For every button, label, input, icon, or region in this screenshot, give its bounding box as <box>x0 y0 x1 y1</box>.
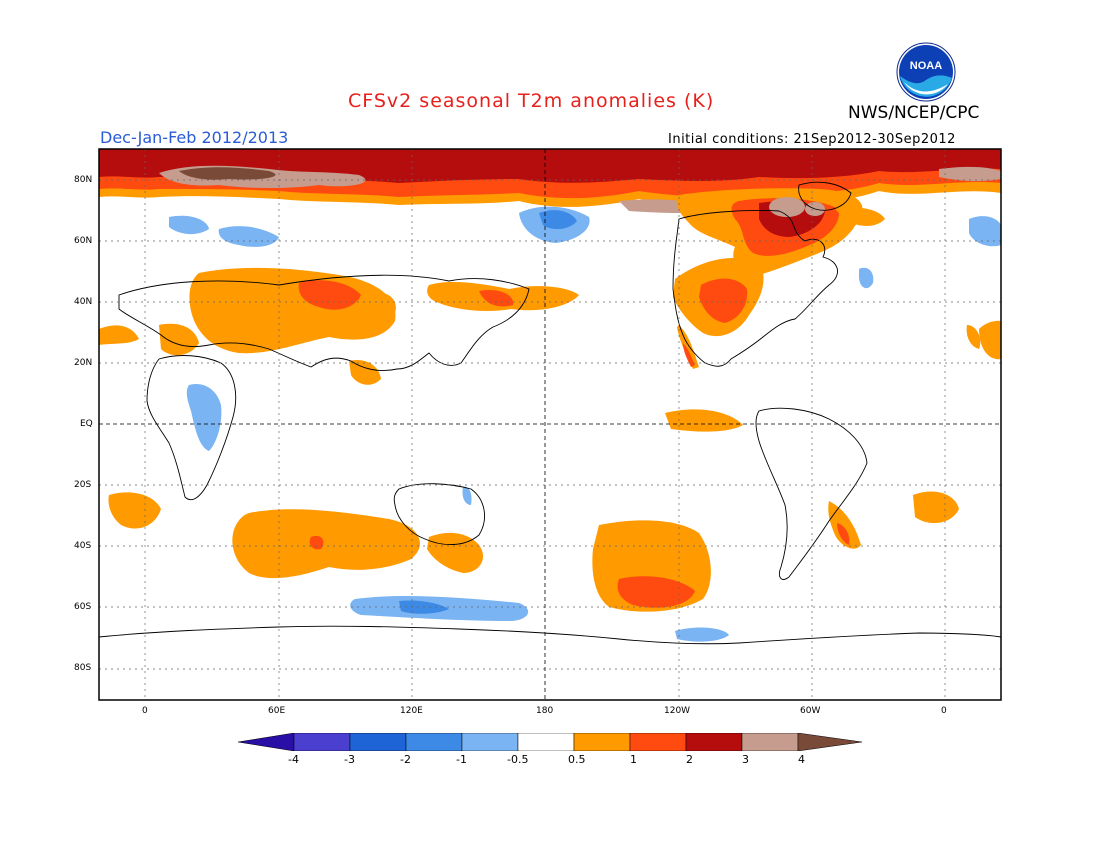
agency-label: NWS/NCEP/CPC <box>848 103 980 123</box>
lat-label: 20S <box>74 480 92 490</box>
noaa-logo: NOAA <box>896 42 956 102</box>
anomaly-map <box>98 148 1002 701</box>
colorbar-label: 1 <box>630 753 637 766</box>
lat-label: EQ <box>80 419 93 429</box>
lon-label: 60E <box>268 706 286 716</box>
colorbar-swatch <box>349 733 407 751</box>
colorbar-swatch <box>797 733 862 751</box>
colorbar-swatch <box>741 733 799 751</box>
map-frame <box>98 148 1002 701</box>
lon-label: 120W <box>664 706 691 716</box>
chart-title: CFSv2 seasonal T2m anomalies (K) <box>348 90 715 112</box>
colorbar-label: -0.5 <box>507 753 529 766</box>
initial-conditions-label: Initial conditions: 21Sep2012-30Sep2012 <box>668 132 956 147</box>
colorbar-label: 0.5 <box>568 753 586 766</box>
colorbar-swatch <box>573 733 631 751</box>
colorbar-label: 2 <box>686 753 693 766</box>
lat-label: 80N <box>74 175 93 185</box>
gridlines <box>99 149 1001 700</box>
cool-anomalies <box>169 206 1001 642</box>
lon-label: 0 <box>142 706 148 716</box>
lat-label: 20N <box>74 358 93 368</box>
season-label: Dec-Jan-Feb 2012/2013 <box>100 128 289 147</box>
colorbar-label: 3 <box>742 753 749 766</box>
colorbar-swatch <box>238 733 295 751</box>
southern-warm-anomalies <box>108 320 1001 612</box>
colorbar-swatch <box>461 733 519 751</box>
colorbar-label: -3 <box>344 753 355 766</box>
usa-warm-anomaly <box>673 257 764 369</box>
equator-dateline <box>99 149 1001 700</box>
lon-label: 180 <box>536 706 554 716</box>
lat-label: 80S <box>74 663 92 673</box>
lon-label: 60W <box>800 706 821 716</box>
colorbar-label: -1 <box>456 753 467 766</box>
lon-label: 0 <box>941 706 947 716</box>
eurasia-warm-anomaly <box>99 267 579 385</box>
colorbar-swatch <box>293 733 351 751</box>
lat-label: 40S <box>74 541 92 551</box>
logo-text: NOAA <box>910 60 942 72</box>
colorbar-swatch <box>517 733 575 751</box>
colorbar-swatch <box>629 733 687 751</box>
colorbar-swatch <box>405 733 463 751</box>
colorbar-label: -4 <box>288 753 299 766</box>
lon-label: 120E <box>400 706 423 716</box>
colorbar-label: 4 <box>798 753 805 766</box>
canada-warm-anomaly <box>676 188 885 276</box>
lat-label: 60N <box>74 236 93 246</box>
colorbar-swatch <box>685 733 743 751</box>
colorbar <box>238 733 862 751</box>
lat-label: 60S <box>74 602 92 612</box>
lat-label: 40N <box>74 297 93 307</box>
colorbar-label: -2 <box>400 753 411 766</box>
coastlines <box>98 181 1002 645</box>
